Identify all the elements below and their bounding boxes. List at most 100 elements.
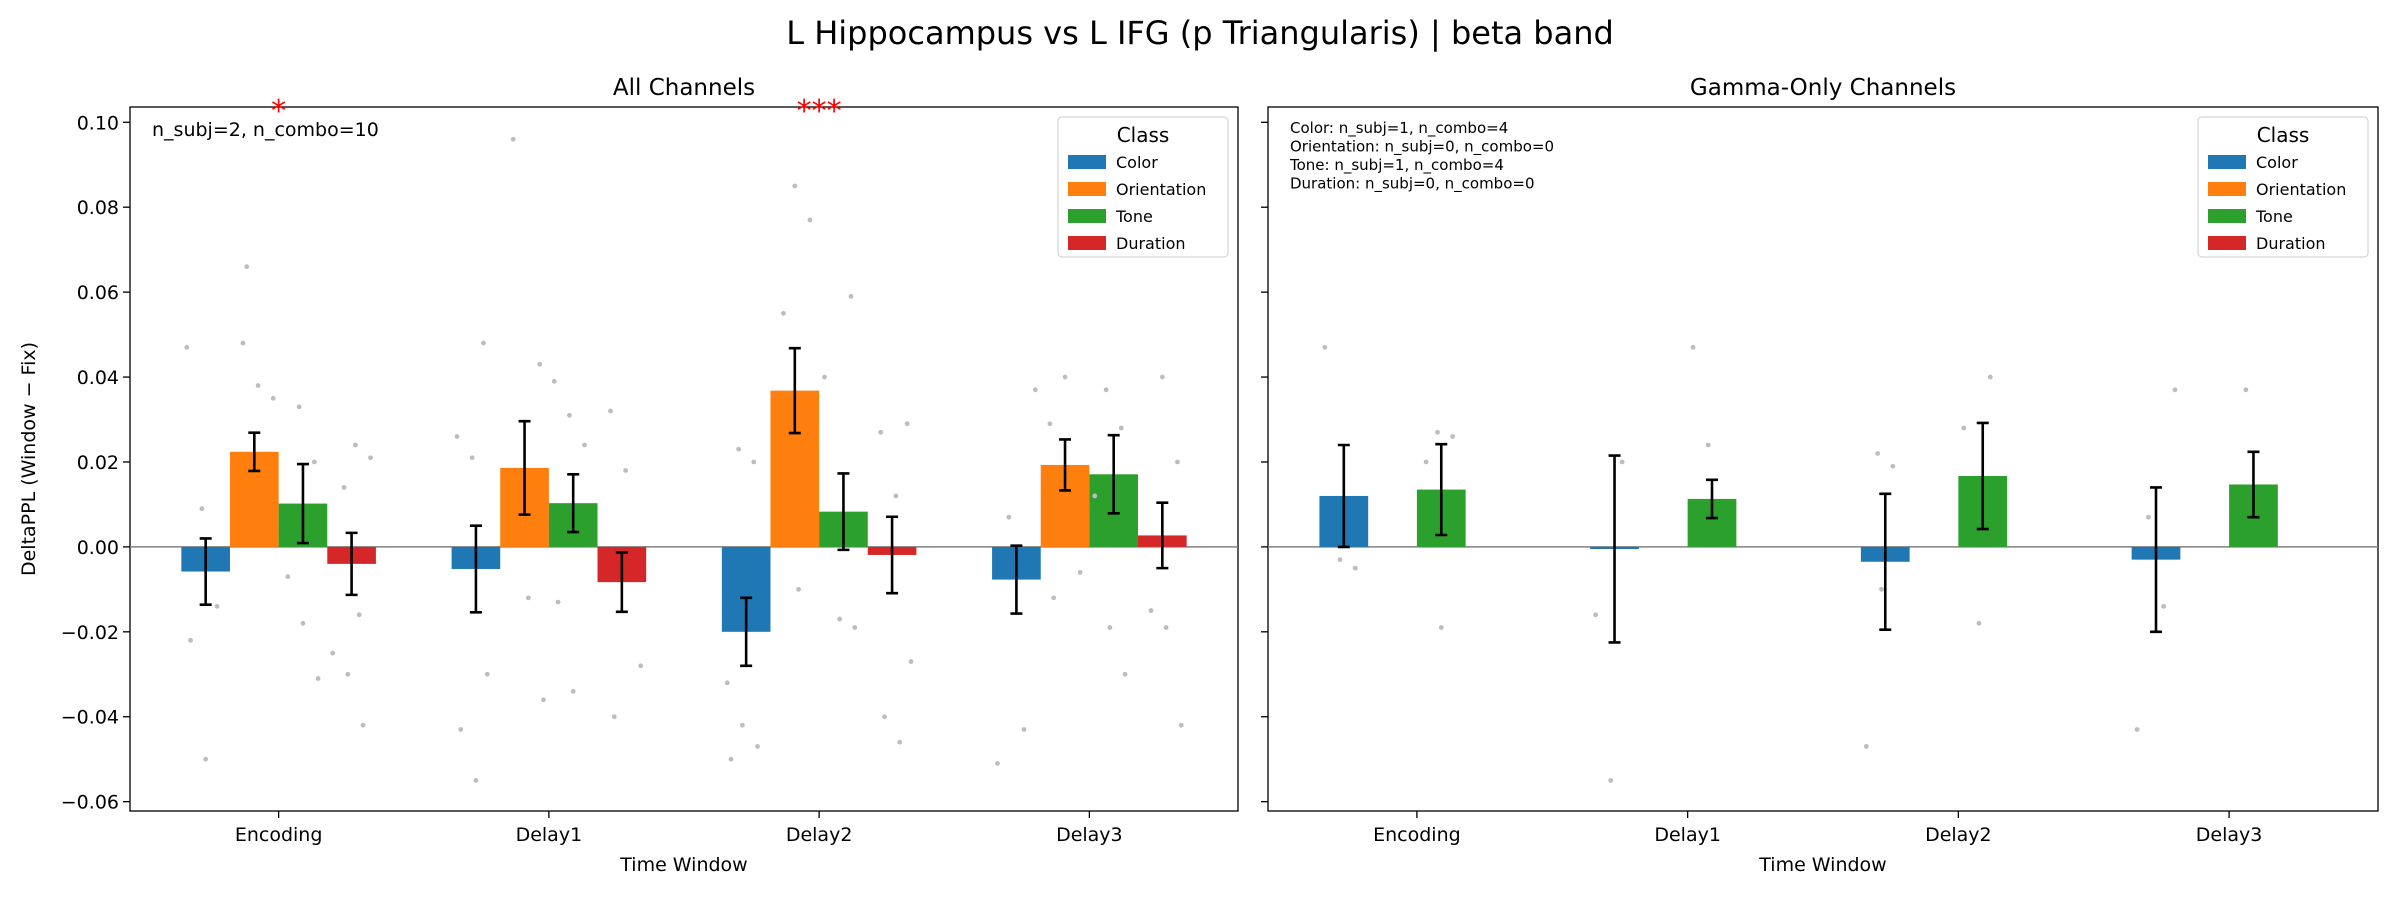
y-tick-label: 0.00 <box>77 537 119 559</box>
y-axis-label: DeltaPPL (Window − Fix) <box>18 342 40 576</box>
legend-swatch <box>1068 182 1106 196</box>
data-point <box>315 676 321 681</box>
data-point <box>368 455 373 461</box>
significance-label: *** <box>797 94 842 129</box>
data-point <box>270 395 276 401</box>
data-point <box>2172 387 2178 393</box>
data-point <box>611 714 617 720</box>
annotation: Color: n_subj=1, n_combo=4 <box>1290 119 1508 138</box>
annotation: Orientation: n_subj=0, n_combo=0 <box>1290 138 1554 157</box>
error-bar <box>248 431 261 473</box>
data-point <box>1450 434 1456 439</box>
legend-swatch <box>2208 182 2246 196</box>
x-tick-label: Delay2 <box>1925 824 1992 846</box>
data-point <box>537 361 543 367</box>
legend-label: Orientation <box>2256 180 2346 199</box>
data-point <box>570 688 576 694</box>
legend-title: Class <box>1117 123 1170 147</box>
data-point <box>300 620 306 626</box>
y-tick-label: −0.04 <box>61 707 119 729</box>
data-point <box>724 680 730 686</box>
data-point <box>1006 514 1012 520</box>
data-point <box>567 412 572 418</box>
y-tick-label: 0.02 <box>77 452 119 474</box>
data-point <box>2146 514 2151 520</box>
data-point <box>608 408 613 414</box>
error-bar <box>1976 421 1989 531</box>
data-point <box>481 340 486 346</box>
data-point <box>792 183 798 189</box>
data-point <box>995 761 1000 766</box>
data-point <box>1890 463 1896 469</box>
significance-label: * <box>271 94 286 129</box>
data-point <box>469 455 475 461</box>
data-point <box>240 340 246 346</box>
data-point <box>848 293 854 299</box>
data-point <box>1047 421 1053 427</box>
data-point <box>1092 493 1098 499</box>
annotation: n_subj=2, n_combo=10 <box>152 119 379 141</box>
data-point <box>484 671 490 677</box>
data-point <box>1051 595 1057 601</box>
data-point <box>755 744 760 749</box>
data-point <box>1619 459 1625 465</box>
data-point <box>2134 727 2140 732</box>
data-point <box>1122 671 1128 677</box>
legend-swatch <box>2208 155 2246 169</box>
data-point <box>360 722 366 728</box>
data-point <box>893 493 899 499</box>
error-bar <box>788 346 801 435</box>
data-point <box>2161 603 2166 609</box>
error-bar <box>518 419 531 516</box>
data-point <box>728 756 734 762</box>
error-bar <box>1435 442 1448 537</box>
legend-label: Tone <box>2255 207 2293 226</box>
data-point <box>1337 557 1343 563</box>
x-axis-label: Time Window <box>1758 854 1886 876</box>
y-tick-label: −0.02 <box>61 622 119 644</box>
data-point <box>736 446 741 452</box>
data-point <box>878 429 884 435</box>
data-point <box>1107 625 1113 630</box>
data-point <box>285 574 291 580</box>
error-bar <box>1706 478 1718 520</box>
data-point <box>1608 778 1614 783</box>
error-bar <box>469 524 482 614</box>
data-point <box>510 136 516 142</box>
error-bar <box>2247 450 2260 519</box>
data-point <box>822 374 827 380</box>
data-point <box>555 599 561 605</box>
data-point <box>458 727 464 732</box>
data-point <box>454 434 460 439</box>
y-tick-label: 0.10 <box>77 112 119 134</box>
data-point <box>807 217 813 223</box>
error-bar <box>2150 486 2162 634</box>
data-point <box>1062 374 1068 380</box>
data-point <box>837 616 843 622</box>
data-point <box>1593 612 1598 618</box>
error-bar <box>1879 492 1892 631</box>
data-point <box>551 378 557 384</box>
x-tick-label: Encoding <box>235 824 323 846</box>
figure-title: L Hippocampus vs L IFG (p Triangularis) … <box>786 14 1614 52</box>
y-tick-label: 0.06 <box>77 282 119 304</box>
x-axis-label: Time Window <box>619 854 747 876</box>
data-point <box>852 625 858 630</box>
data-point <box>184 344 190 350</box>
legend-swatch <box>1068 236 1106 250</box>
data-point <box>214 603 220 609</box>
data-point <box>203 756 209 762</box>
data-point <box>1077 569 1083 575</box>
axes-title: All Channels <box>613 75 755 101</box>
legend-label: Tone <box>1115 207 1153 226</box>
legend-swatch <box>1068 155 1106 169</box>
legend-label: Duration <box>2256 234 2326 253</box>
data-point <box>356 612 362 618</box>
data-point <box>1875 451 1881 456</box>
x-tick-label: Delay2 <box>786 824 853 846</box>
annotation: Tone: n_subj=1, n_combo=4 <box>1289 156 1504 175</box>
error-bar <box>837 472 850 552</box>
data-point <box>1159 374 1165 380</box>
error-bar <box>1107 433 1120 515</box>
annotation: Duration: n_subj=0, n_combo=0 <box>1290 175 1535 194</box>
